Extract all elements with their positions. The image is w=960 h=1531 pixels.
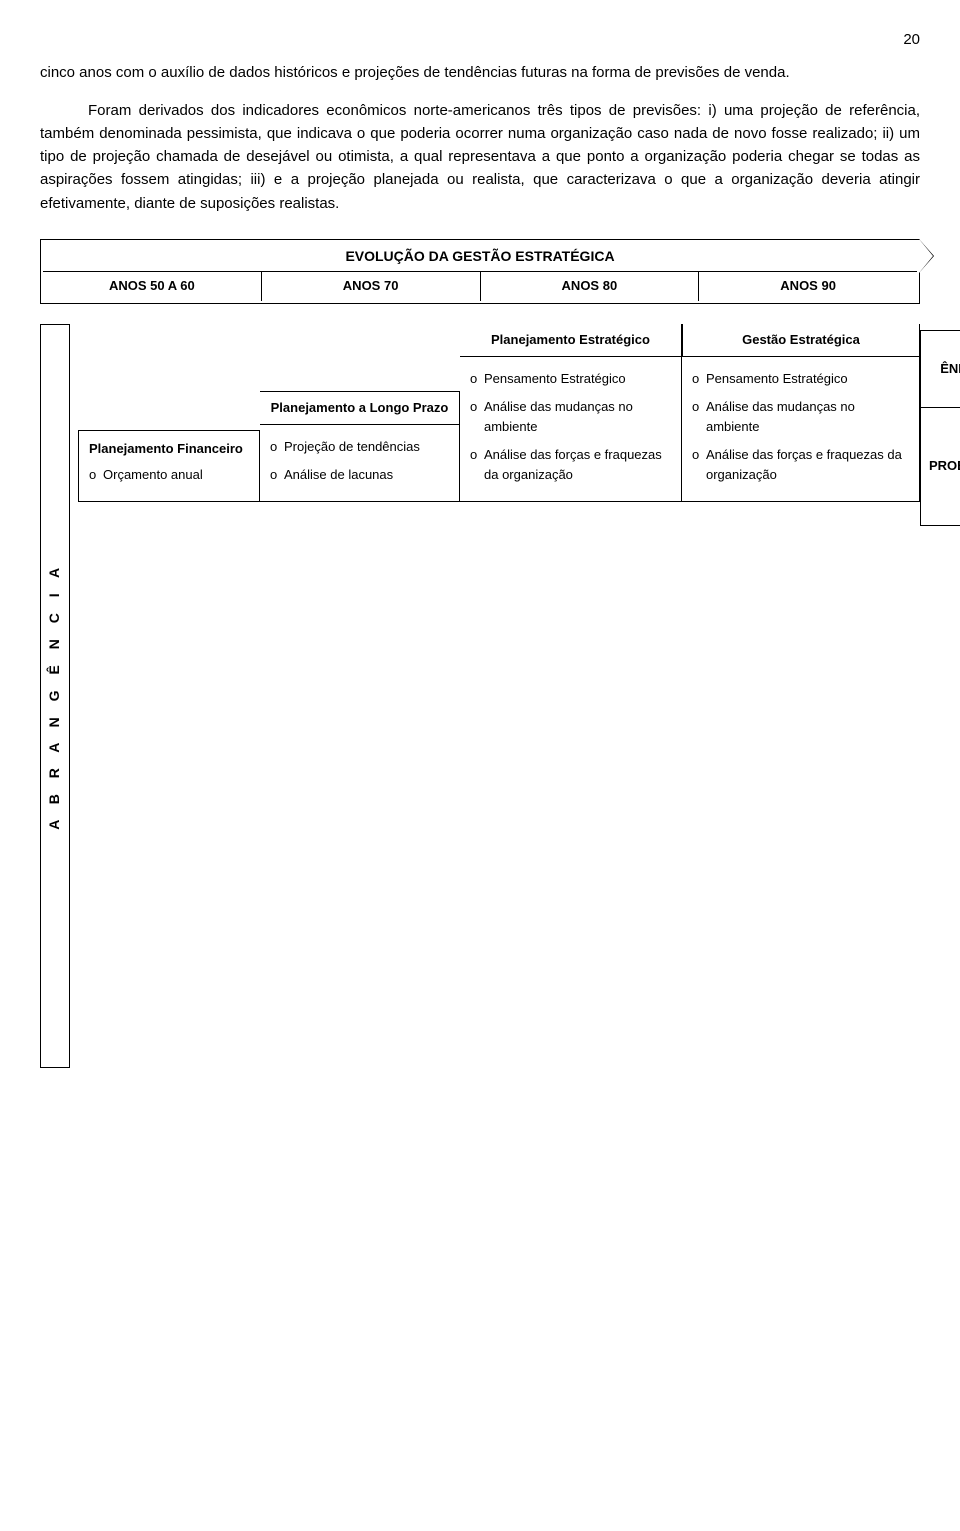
vertical-label-text: A B R A N G Ê N C I A — [44, 562, 66, 830]
page-number: 20 — [40, 28, 920, 51]
enfase-problema-table: ÊNFASE Cumprimento do orçamento Projetar… — [920, 330, 960, 526]
table-row: PROBLEMA Orientado pela disponibilidade … — [921, 408, 960, 526]
stage-4: Gestão Estratégica oPensamento Estratégi… — [682, 324, 920, 503]
stage-2-head: Planejamento a Longo Prazo — [260, 391, 460, 425]
stage-3-item-1: Pensamento Estratégico — [484, 369, 671, 389]
evolution-col-4: ANOS 90 — [699, 272, 917, 300]
stage-2: Planejamento a Longo Prazo oProjeção de … — [260, 391, 460, 502]
table-row: ÊNFASE Cumprimento do orçamento Projetar… — [921, 330, 960, 407]
evolution-banner: EVOLUÇÃO DA GESTÃO ESTRATÉGICA ANOS 50 A… — [40, 239, 920, 304]
stage-3-item-2: Análise das mudanças no ambiente — [484, 397, 671, 437]
stage-1-item-1: Orçamento anual — [103, 465, 249, 485]
evolution-col-3: ANOS 80 — [481, 272, 700, 300]
evolution-col-2: ANOS 70 — [262, 272, 481, 300]
abrangencia-diagram: A B R A N G Ê N C I A Planejamento Finan… — [40, 324, 920, 1069]
stage-4-item-3: Análise das forças e fraquezas da organi… — [706, 445, 909, 485]
paragraph-2: Foram derivados dos indicadores econômic… — [40, 99, 920, 215]
stage-4-item-1: Pensamento Estratégico — [706, 369, 909, 389]
stage-2-item-2: Análise de lacunas — [284, 465, 449, 485]
evolution-col-1: ANOS 50 A 60 — [43, 272, 262, 300]
stage-3: Planejamento Estratégico oPensamento Est… — [460, 324, 682, 503]
row-head-problema: PROBLEMA — [921, 408, 960, 526]
paragraph-1: cinco anos com o auxílio de dados histór… — [40, 61, 920, 84]
stage-2-item-1: Projeção de tendências — [284, 437, 449, 457]
evolution-title: EVOLUÇÃO DA GESTÃO ESTRATÉGICA — [43, 242, 917, 273]
page: 20 cinco anos com o auxílio de dados his… — [0, 0, 960, 1114]
stage-4-item-2: Análise das mudanças no ambiente — [706, 397, 909, 437]
stage-1-head: Planejamento Financeiro — [89, 439, 249, 459]
stage-1: Planejamento Financeiro oOrçamento anual — [78, 430, 260, 502]
row-head-enfase: ÊNFASE — [921, 330, 960, 407]
stage-4-top: Gestão Estratégica — [682, 324, 920, 357]
stage-3-head: Planejamento Estratégico — [460, 324, 682, 357]
stage-3-item-3: Análise das forças e fraquezas da organi… — [484, 445, 671, 485]
vertical-label: A B R A N G Ê N C I A — [40, 324, 70, 1069]
